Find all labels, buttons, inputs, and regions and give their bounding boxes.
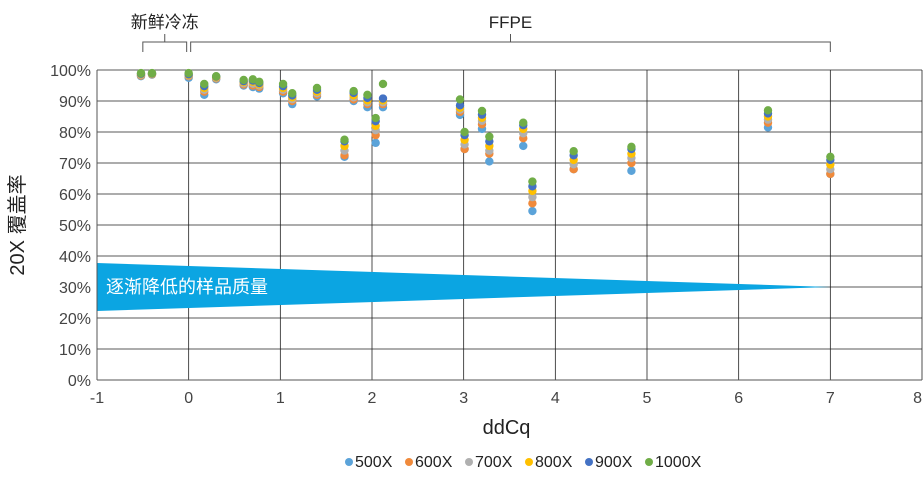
x-tick-label: 3 [459, 390, 468, 407]
data-point [627, 142, 636, 152]
x-tick-label: -1 [90, 390, 104, 407]
data-point [278, 79, 288, 89]
y-tick-label: 0% [68, 373, 91, 390]
x-tick-label: 1 [276, 390, 285, 407]
data-point [363, 90, 372, 100]
group-label-fresh-frozen: 新鲜冷冻 [131, 13, 199, 32]
data-point [485, 157, 494, 166]
data-point [248, 75, 258, 84]
points-layer [136, 68, 835, 216]
y-tick-label: 60% [59, 187, 91, 204]
data-point [455, 101, 465, 110]
annotation-layer: 逐渐降低的样品质量 [97, 262, 831, 312]
data-point [340, 135, 349, 144]
legend-marker [405, 458, 413, 466]
data-point [184, 68, 193, 78]
legend-marker [645, 458, 653, 466]
x-tick-label: 5 [643, 390, 652, 407]
data-point [528, 199, 537, 208]
data-point [477, 106, 487, 116]
legend-label: 900X [595, 454, 633, 471]
y-tick-label: 70% [59, 156, 91, 173]
y-tick-label: 10% [59, 342, 91, 359]
x-tick-label: 0 [184, 390, 193, 407]
data-point [569, 147, 578, 156]
data-point [455, 95, 465, 104]
data-point [826, 152, 835, 161]
axis-layer: -1 0 1 2 3 4 5 6 7 80%10%20%30%40%50%60%70%80%90%… [50, 63, 922, 407]
data-point [519, 118, 528, 127]
y-tick-label: 50% [59, 218, 91, 235]
data-point [255, 77, 264, 86]
data-point [378, 79, 388, 89]
legend-marker [525, 458, 533, 466]
legend-label: 600X [415, 454, 453, 471]
y-tick-label: 80% [59, 125, 91, 142]
legend-label: 800X [535, 454, 573, 471]
series-600X [136, 70, 835, 208]
legend: 500X 600X 700X 800X 900X 1000X [345, 454, 702, 471]
legend-label: 500X [355, 454, 393, 471]
x-tick-label: 4 [551, 390, 560, 407]
data-point [239, 75, 248, 85]
data-point [763, 106, 773, 115]
legend-marker [585, 458, 593, 466]
series-1000X [136, 68, 835, 186]
group-bracket [142, 41, 188, 52]
y-tick-label: 100% [50, 63, 91, 80]
data-point [460, 127, 469, 137]
legend-marker [345, 458, 353, 466]
legend-label: 700X [475, 454, 513, 471]
x-tick-label: 8 [913, 390, 922, 407]
x-axis-title: ddCq [483, 417, 531, 439]
x-tick-label: 7 [826, 390, 835, 407]
data-point [211, 72, 221, 81]
data-point [349, 86, 358, 96]
group-layer: 新鲜冷冻 FFPE [131, 13, 831, 52]
y-tick-label: 40% [59, 249, 91, 266]
y-tick-label: 90% [59, 94, 91, 111]
group-label-ffpe: FFPE [489, 13, 532, 32]
data-point [288, 89, 297, 98]
data-point [136, 68, 146, 78]
y-tick-label: 20% [59, 311, 91, 328]
y-axis-title: 20X 覆盖率 [6, 174, 29, 275]
legend-label: 1000X [655, 454, 702, 471]
quality-decrease-wedge [97, 262, 831, 312]
group-bracket [190, 41, 831, 52]
data-point [528, 177, 537, 186]
quality-decrease-label: 逐渐降低的样品质量 [106, 277, 268, 297]
data-point [378, 94, 388, 103]
grid-layer [97, 69, 923, 380]
data-point [371, 138, 380, 148]
data-point [485, 132, 494, 141]
data-point [371, 113, 380, 123]
y-tick-label: 30% [59, 280, 91, 297]
data-point [528, 192, 537, 202]
x-tick-label: 6 [734, 390, 743, 407]
legend-marker [465, 458, 473, 466]
data-point [200, 79, 209, 89]
data-point [528, 206, 537, 216]
x-tick-label: 2 [368, 390, 377, 407]
data-point [519, 141, 528, 151]
data-point [147, 68, 157, 78]
data-point [312, 83, 322, 93]
data-point [627, 166, 636, 175]
